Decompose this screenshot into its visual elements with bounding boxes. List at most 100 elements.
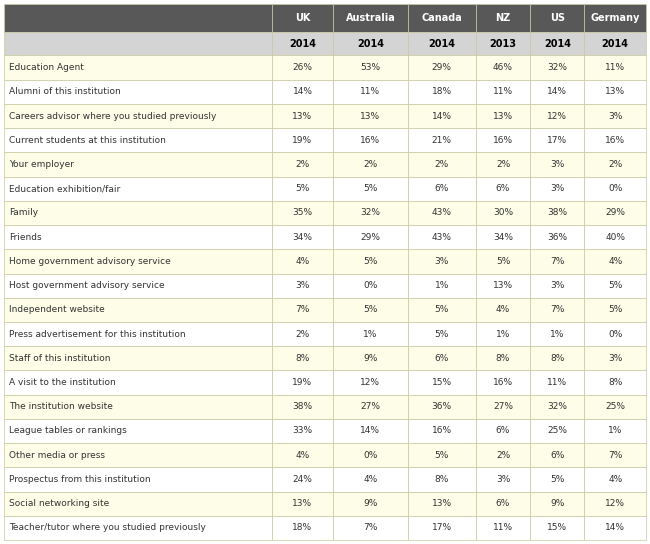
Text: 11%: 11% <box>493 523 513 533</box>
Bar <box>333 346 408 370</box>
Text: Teacher/tutor where you studied previously: Teacher/tutor where you studied previous… <box>9 523 206 533</box>
Text: 5%: 5% <box>435 305 449 314</box>
Bar <box>333 492 408 516</box>
Bar <box>4 274 272 298</box>
Text: League tables or rankings: League tables or rankings <box>9 426 127 436</box>
Text: 21%: 21% <box>432 136 452 145</box>
Text: 13%: 13% <box>360 112 380 121</box>
Bar <box>4 249 272 274</box>
Text: 40%: 40% <box>605 233 625 242</box>
Text: 26%: 26% <box>292 63 313 72</box>
Text: Your employer: Your employer <box>9 160 74 169</box>
Bar <box>584 346 646 370</box>
Text: 4%: 4% <box>295 257 309 266</box>
Text: 29%: 29% <box>432 63 452 72</box>
Bar <box>4 104 272 128</box>
Text: 46%: 46% <box>493 63 513 72</box>
Text: 5%: 5% <box>363 257 378 266</box>
Bar <box>530 467 584 492</box>
Text: 14%: 14% <box>432 112 452 121</box>
Bar <box>408 298 476 322</box>
Bar <box>476 152 530 177</box>
Bar <box>584 443 646 467</box>
Bar <box>333 177 408 201</box>
Text: 17%: 17% <box>547 136 567 145</box>
Text: 4%: 4% <box>608 475 622 484</box>
Text: 16%: 16% <box>432 426 452 436</box>
Bar <box>530 298 584 322</box>
Bar <box>530 104 584 128</box>
Text: 16%: 16% <box>360 136 380 145</box>
Text: Press advertisement for this institution: Press advertisement for this institution <box>9 330 186 338</box>
Bar <box>476 298 530 322</box>
Bar <box>272 152 333 177</box>
Bar <box>584 419 646 443</box>
Text: 2014: 2014 <box>428 39 455 48</box>
Text: 1%: 1% <box>496 330 510 338</box>
Text: 5%: 5% <box>608 281 623 290</box>
Text: 30%: 30% <box>493 208 513 218</box>
Bar <box>4 152 272 177</box>
Text: 5%: 5% <box>363 184 378 193</box>
Text: US: US <box>550 13 565 23</box>
Bar <box>333 201 408 225</box>
Text: Australia: Australia <box>345 13 395 23</box>
Bar <box>4 370 272 394</box>
Text: 12%: 12% <box>605 499 625 508</box>
Text: 8%: 8% <box>608 378 623 387</box>
Text: 16%: 16% <box>493 136 513 145</box>
Bar <box>408 55 476 79</box>
Bar <box>530 32 584 55</box>
Text: 11%: 11% <box>605 63 625 72</box>
Bar <box>333 55 408 79</box>
Bar <box>530 128 584 152</box>
Bar <box>272 370 333 394</box>
Text: 5%: 5% <box>496 257 510 266</box>
Bar <box>530 55 584 79</box>
Bar <box>530 322 584 346</box>
Bar <box>408 201 476 225</box>
Bar <box>4 492 272 516</box>
Text: 2%: 2% <box>295 330 309 338</box>
Text: 2%: 2% <box>496 160 510 169</box>
Bar <box>584 516 646 540</box>
Text: 17%: 17% <box>432 523 452 533</box>
Bar <box>476 467 530 492</box>
Bar <box>4 4 272 32</box>
Text: 38%: 38% <box>292 402 313 411</box>
Bar <box>408 249 476 274</box>
Text: Germany: Germany <box>591 13 640 23</box>
Text: 2%: 2% <box>496 451 510 460</box>
Text: 6%: 6% <box>496 426 510 436</box>
Bar <box>333 104 408 128</box>
Bar <box>408 370 476 394</box>
Bar <box>476 128 530 152</box>
Text: 24%: 24% <box>292 475 313 484</box>
Bar <box>530 177 584 201</box>
Text: 2%: 2% <box>295 160 309 169</box>
Text: 5%: 5% <box>363 305 378 314</box>
Text: UK: UK <box>295 13 310 23</box>
Text: 53%: 53% <box>360 63 380 72</box>
Text: 5%: 5% <box>295 184 309 193</box>
Bar <box>272 79 333 104</box>
Text: 2014: 2014 <box>357 39 384 48</box>
Text: 3%: 3% <box>608 112 623 121</box>
Bar <box>584 249 646 274</box>
Text: 16%: 16% <box>605 136 625 145</box>
Bar <box>272 249 333 274</box>
Text: Careers advisor where you studied previously: Careers advisor where you studied previo… <box>9 112 216 121</box>
Bar <box>584 394 646 419</box>
Bar <box>476 225 530 249</box>
Bar <box>333 32 408 55</box>
Bar <box>584 467 646 492</box>
Text: 1%: 1% <box>435 281 449 290</box>
Text: 14%: 14% <box>360 426 380 436</box>
Text: 7%: 7% <box>608 451 623 460</box>
Bar <box>408 346 476 370</box>
Text: Education Agent: Education Agent <box>9 63 84 72</box>
Bar <box>408 322 476 346</box>
Text: Prospectus from this institution: Prospectus from this institution <box>9 475 151 484</box>
Bar <box>408 177 476 201</box>
Bar <box>584 4 646 32</box>
